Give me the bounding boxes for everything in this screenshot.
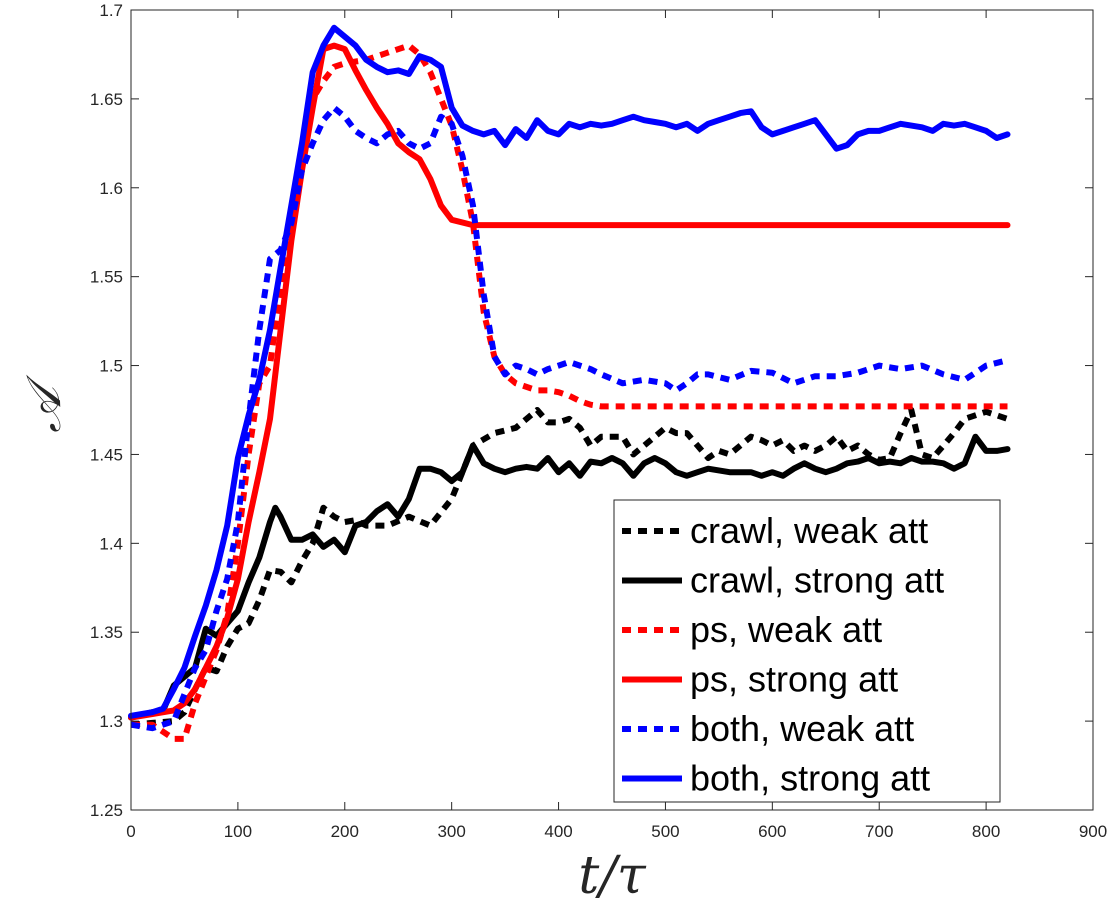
legend-label: both, strong att [690, 758, 930, 799]
legend-label: crawl, weak att [690, 510, 928, 551]
x-tick-label: 0 [126, 822, 135, 841]
x-axis-ticks: 0 100 200 300 400 500 600 700 800 900 [126, 10, 1107, 841]
legend-box [613, 499, 1001, 803]
legend-label: ps, strong att [690, 659, 898, 700]
y-tick-label: 1.4 [99, 534, 123, 553]
x-axis-label: t/τ [578, 846, 646, 906]
legend-item: both, strong att [622, 758, 930, 799]
y-tick-label: 1.35 [90, 623, 123, 642]
y-axis-label: 𝒜 [16, 374, 72, 433]
x-tick-label: 800 [972, 822, 1000, 841]
legend-label: both, weak att [690, 708, 914, 749]
series-lines [128, 24, 1011, 742]
legend: crawl, weak att crawl, strong att ps, weak… [613, 499, 1001, 803]
y-tick-label: 1.5 [99, 357, 123, 376]
series-line-both-strong-att [128, 24, 1011, 719]
series-line-ps-strong-att [128, 42, 1011, 721]
legend-item: both, weak att [622, 708, 914, 749]
series-line-both-weak-att [130, 104, 1009, 732]
series-line-crawl-strong-att [128, 433, 1011, 721]
y-tick-label: 1.3 [99, 712, 123, 731]
y-tick-label: 1.55 [90, 268, 123, 287]
y-axis-ticks: 1.25 1.3 1.35 1.4 1.45 1.5 1.55 1.6 1.65 1.7 [90, 1, 1093, 820]
legend-label: ps, weak att [690, 609, 882, 650]
y-tick-label: 1.6 [99, 179, 123, 198]
x-tick-label: 100 [224, 822, 252, 841]
y-tick-label: 1.7 [99, 1, 123, 20]
y-tick-label: 1.65 [90, 90, 123, 109]
x-tick-label: 400 [544, 822, 572, 841]
legend-item: ps, weak att [622, 609, 882, 650]
legend-item: ps, strong att [622, 659, 898, 700]
series-line-crawl-weak-att [130, 407, 1009, 728]
x-tick-label: 900 [1079, 822, 1107, 841]
x-tick-label: 600 [758, 822, 786, 841]
y-tick-label: 1.25 [90, 801, 123, 820]
x-tick-label: 200 [331, 822, 359, 841]
legend-label: crawl, strong att [690, 560, 944, 601]
x-tick-label: 700 [865, 822, 893, 841]
axes-box [130, 9, 1094, 811]
x-tick-label: 300 [437, 822, 465, 841]
y-tick-label: 1.45 [90, 445, 123, 464]
legend-item: crawl, weak att [622, 510, 928, 551]
legend-item: crawl, strong att [622, 560, 944, 601]
x-tick-label: 500 [651, 822, 679, 841]
